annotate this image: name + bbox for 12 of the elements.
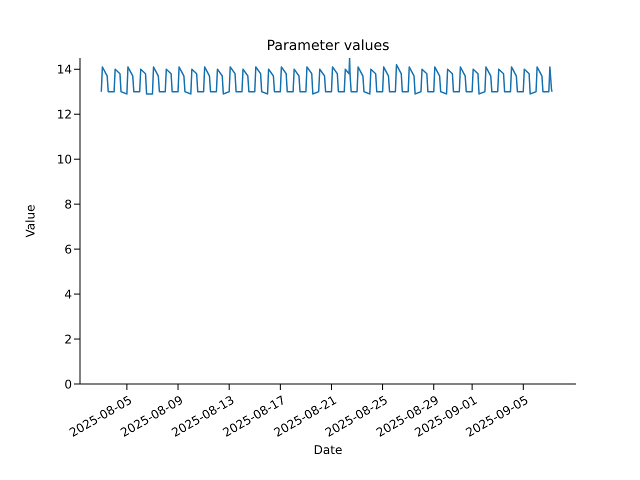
chart-title: Parameter values <box>266 38 390 54</box>
x-axis-title: Date <box>314 443 342 457</box>
y-tick-label: 4 <box>64 287 72 302</box>
y-tick-label: 0 <box>64 377 72 392</box>
y-tick-label: 2 <box>64 332 72 346</box>
y-tick-label: 14 <box>56 62 72 76</box>
y-tick-label: 8 <box>64 197 72 212</box>
y-axis-title: Value <box>23 204 38 238</box>
y-tick-label: 10 <box>56 152 72 166</box>
y-tick-label: 6 <box>64 242 72 256</box>
line-series <box>100 58 553 95</box>
y-tick-label: 12 <box>56 107 72 122</box>
